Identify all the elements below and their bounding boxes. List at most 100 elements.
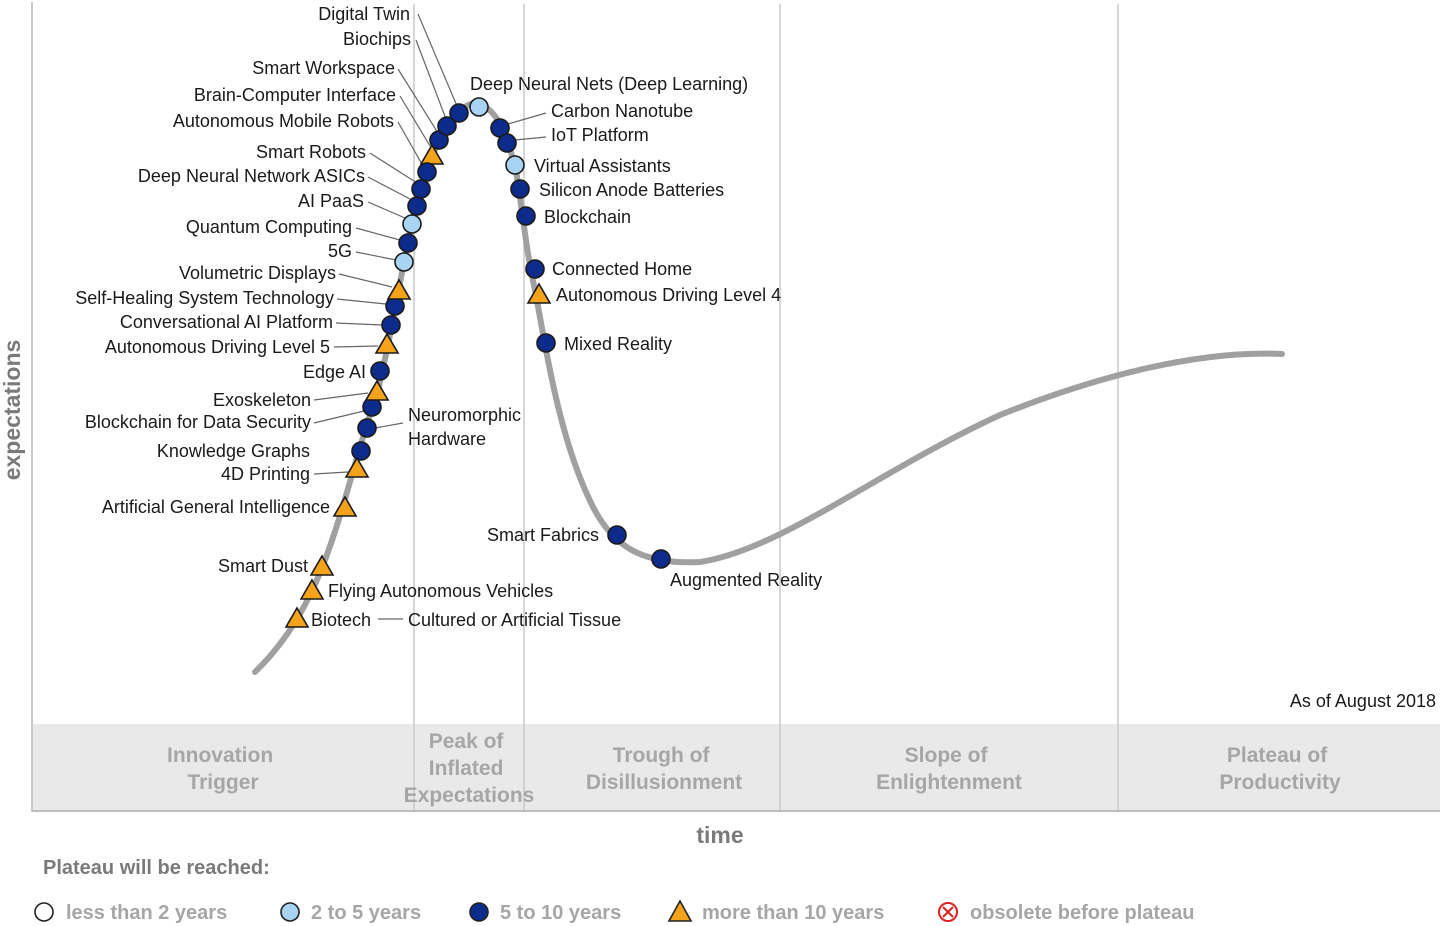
legend-triangle-icon xyxy=(667,899,693,922)
triangle-marker-biotech-cultured-or-artificial-tissue xyxy=(284,606,310,628)
tech-label-mixed-reality: Mixed Reality xyxy=(564,334,672,354)
circle-marker-knowledge-graphs xyxy=(351,441,371,461)
leader-line-biochips xyxy=(415,39,447,120)
circle-marker-connected-home xyxy=(525,259,545,279)
tech-label-ai-paas: AI PaaS xyxy=(298,191,364,211)
circle-marker-iot-platform xyxy=(497,133,517,153)
leader-line-exoskeleton xyxy=(313,392,369,401)
leader-line-smart-workspace xyxy=(397,68,439,134)
tech-label-flying-autonomous-vehicles: Flying Autonomous Vehicles xyxy=(328,581,553,601)
tech-label-self-healing-system-technology: Self-Healing System Technology xyxy=(75,288,334,308)
leader-line-4d-printing xyxy=(313,471,349,475)
legend-label-obsolete: obsolete before plateau xyxy=(970,902,1195,924)
circle-marker-digital-twin xyxy=(449,103,469,123)
tech-label-exoskeleton: Exoskeleton xyxy=(213,390,311,410)
tech-label-edge-ai: Edge AI xyxy=(303,362,366,382)
circle-marker-neuromorphic-hardware xyxy=(357,418,377,438)
tech-label-neuromorphic-hardware-part2: Hardware xyxy=(408,429,486,449)
leader-line-conversational-ai-platform xyxy=(335,322,383,326)
leader-line-volumetric-displays xyxy=(338,273,393,288)
obsolete-icon xyxy=(938,902,958,922)
tech-label-4d-printing: 4D Printing xyxy=(221,464,310,484)
legend-circle-icon xyxy=(280,902,300,922)
tech-label-smart-robots: Smart Robots xyxy=(256,142,366,162)
as-of-note: As of August 2018 xyxy=(1290,691,1436,711)
phase-label-peak: Peak of Inflated Expectations xyxy=(404,730,535,807)
circle-marker-mixed-reality xyxy=(536,333,556,353)
leader-lines xyxy=(313,13,547,620)
legend-label-gt10: more than 10 years xyxy=(702,902,884,924)
legend-circle-icon xyxy=(469,902,489,922)
tech-label-connected-home: Connected Home xyxy=(552,259,692,279)
leader-line-self-healing-system-technology xyxy=(336,298,387,305)
tech-label-smart-fabrics: Smart Fabrics xyxy=(487,525,599,545)
leader-line-deep-neural-network-asics xyxy=(367,176,413,201)
tech-label-smart-dust: Smart Dust xyxy=(218,556,308,576)
leader-line-autonomous-driving-level-5 xyxy=(333,345,379,348)
legend: less than 2 years 2 to 5 years 5 to 10 y… xyxy=(34,899,1195,924)
triangle-marker-autonomous-driving-level-4 xyxy=(526,282,552,304)
tech-label-digital-twin: Digital Twin xyxy=(318,4,410,24)
tech-label-quantum-computing: Quantum Computing xyxy=(186,217,352,237)
triangle-marker-smart-dust xyxy=(309,554,335,576)
circle-marker-silicon-anode-batteries xyxy=(510,179,530,199)
plot-frame xyxy=(31,2,1440,812)
circle-marker-deep-neural-network-asics xyxy=(407,196,427,216)
phase-band xyxy=(33,724,1440,810)
tech-label-autonomous-driving-level-4: Autonomous Driving Level 4 xyxy=(556,285,781,305)
tech-label-knowledge-graphs: Knowledge Graphs xyxy=(157,441,310,461)
tech-label-carbon-nanotube: Carbon Nanotube xyxy=(551,101,693,121)
circle-marker-virtual-assistants xyxy=(505,155,525,175)
triangle-marker-flying-autonomous-vehicles xyxy=(299,578,325,600)
y-axis-label: expectations xyxy=(0,340,25,481)
tech-label-augmented-reality: Augmented Reality xyxy=(670,570,822,590)
triangle-marker-artificial-general-intelligence xyxy=(332,495,358,517)
tech-label-smart-workspace: Smart Workspace xyxy=(252,58,395,78)
tech-label-biotech-cultured-or-artificial-tissue-part2: Cultured or Artificial Tissue xyxy=(408,610,621,630)
tech-label-iot-platform: IoT Platform xyxy=(551,125,649,145)
phase-label-slope: Slope of Enlightenment xyxy=(876,744,1022,794)
tech-label-deep-neural-network-asics: Deep Neural Network ASICs xyxy=(138,166,365,186)
circle-marker-deep-neural-nets-deep-learning xyxy=(469,97,489,117)
leader-line-brain-computer-interface xyxy=(399,95,431,147)
tech-label-biotech-cultured-or-artificial-tissue-part1: Biotech xyxy=(311,610,371,630)
circle-marker-edge-ai xyxy=(370,361,390,381)
tech-label-volumetric-displays: Volumetric Displays xyxy=(179,263,336,283)
circle-marker-smart-robots xyxy=(411,179,431,199)
circle-marker-augmented-reality xyxy=(651,549,671,569)
tech-label-autonomous-mobile-robots: Autonomous Mobile Robots xyxy=(173,111,394,131)
leader-line-iot-platform xyxy=(514,136,547,141)
x-axis-label: time xyxy=(696,822,743,848)
legend-title: Plateau will be reached: xyxy=(43,857,270,879)
leader-line-ai-paas xyxy=(367,201,406,219)
leader-line-5g xyxy=(355,251,397,261)
legend-circle-icon xyxy=(34,902,54,922)
circle-marker-5g xyxy=(394,252,414,272)
phase-label-plateau: Plateau of Productivity xyxy=(1219,744,1341,794)
technology-labels: Biotech Cultured or Artificial Tissue Flyi… xyxy=(75,4,822,630)
tech-label-blockchain: Blockchain xyxy=(544,207,631,227)
leader-line-blockchain-for-data-security xyxy=(313,410,365,424)
tech-label-biochips: Biochips xyxy=(343,29,411,49)
leader-line-digital-twin xyxy=(417,13,458,107)
tech-label-silicon-anode-batteries: Silicon Anode Batteries xyxy=(539,180,724,200)
triangle-marker-autonomous-driving-level-5 xyxy=(374,332,400,354)
circle-marker-smart-fabrics xyxy=(607,525,627,545)
triangle-marker-4d-printing xyxy=(344,456,370,478)
leader-line-autonomous-mobile-robots xyxy=(397,121,424,167)
tech-label-neuromorphic-hardware-part1: Neuromorphic xyxy=(408,405,521,425)
leader-line-neuromorphic-hardware xyxy=(374,422,404,429)
circle-marker-conversational-ai-platform xyxy=(381,315,401,335)
circle-marker-ai-paas xyxy=(402,214,422,234)
phase-label-trough: Trough of Disillusionment xyxy=(586,744,742,794)
technology-markers xyxy=(284,97,671,628)
leader-line-quantum-computing xyxy=(355,227,401,241)
legend-label-5to10: 5 to 10 years xyxy=(500,902,621,924)
circle-marker-biochips xyxy=(437,116,457,136)
circle-marker-blockchain xyxy=(516,206,536,226)
legend-label-2to5: 2 to 5 years xyxy=(311,902,421,924)
phase-label-innovation-trigger: Innovation Trigger xyxy=(167,744,279,794)
triangle-marker-exoskeleton xyxy=(364,379,390,401)
leader-line-smart-robots xyxy=(369,152,418,184)
leader-line-carbon-nanotube xyxy=(507,112,547,125)
